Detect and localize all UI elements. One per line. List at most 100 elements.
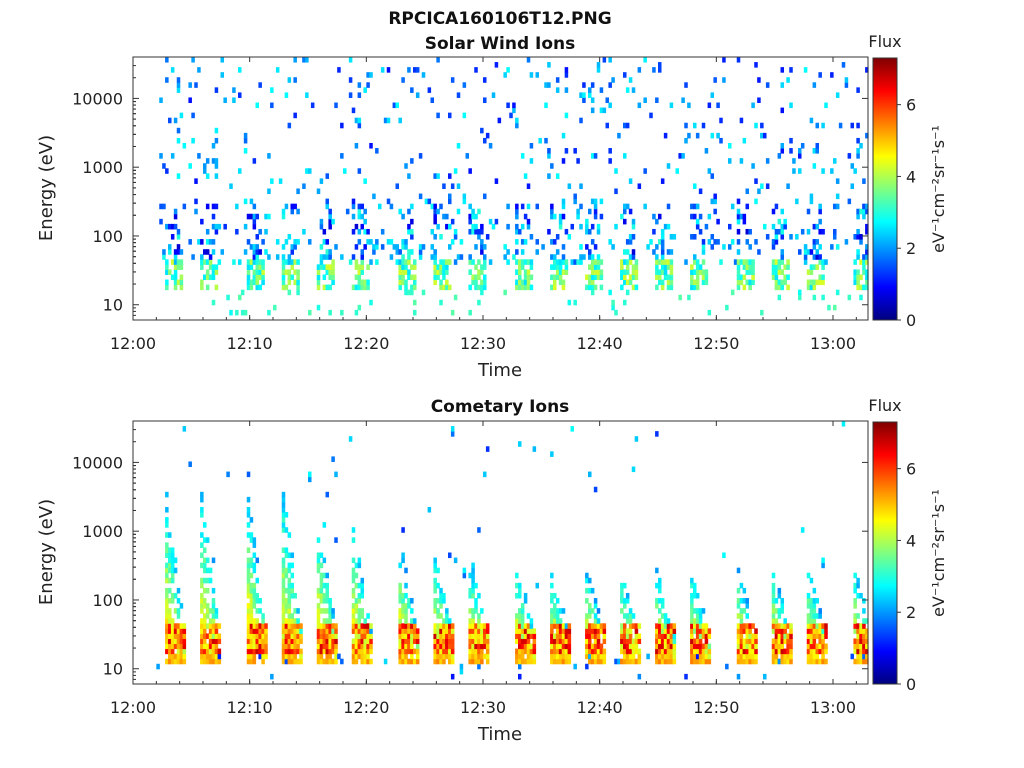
heatmap-cell bbox=[168, 638, 172, 645]
heatmap-cell bbox=[480, 289, 484, 296]
heatmap-cell bbox=[742, 623, 747, 629]
heatmap-cell bbox=[830, 244, 834, 250]
heatmap-cell bbox=[173, 264, 178, 270]
heatmap-cell bbox=[550, 598, 554, 604]
heatmap-cell bbox=[588, 471, 592, 478]
heatmap-cell bbox=[471, 228, 475, 235]
heatmap-cell bbox=[249, 279, 254, 286]
heatmap-cell bbox=[410, 264, 414, 270]
heatmap-cell bbox=[672, 638, 677, 645]
heatmap-cell bbox=[695, 274, 700, 281]
heatmap-cell bbox=[515, 279, 519, 286]
heatmap-cell bbox=[168, 643, 172, 650]
heatmap-cell bbox=[722, 77, 726, 83]
heatmap-cell bbox=[815, 122, 820, 129]
heatmap-cell bbox=[287, 279, 292, 286]
heatmap-cell bbox=[255, 633, 260, 639]
heatmap-cell bbox=[742, 213, 747, 220]
heatmap-cell bbox=[553, 608, 557, 614]
heatmap-cell bbox=[179, 653, 184, 660]
heatmap-cell bbox=[666, 623, 671, 629]
heatmap-cell bbox=[588, 264, 592, 270]
heatmap-cell bbox=[532, 658, 537, 665]
heatmap-cell bbox=[588, 608, 592, 614]
heatmap-cell bbox=[663, 623, 668, 629]
heatmap-cell bbox=[620, 628, 624, 634]
heatmap-cell bbox=[561, 633, 566, 639]
heatmap-cell bbox=[211, 239, 216, 245]
heatmap-cell bbox=[710, 198, 715, 205]
heatmap-cell bbox=[558, 279, 563, 286]
heatmap-cell bbox=[433, 249, 437, 255]
heatmap-cell bbox=[255, 628, 260, 634]
heatmap-cell bbox=[553, 213, 557, 220]
heatmap-cell bbox=[865, 633, 869, 639]
heatmap-cell bbox=[736, 218, 741, 225]
heatmap-cell bbox=[319, 653, 324, 660]
heatmap-cell bbox=[558, 648, 563, 655]
heatmap-cell bbox=[433, 638, 437, 645]
heatmap-cell bbox=[357, 638, 362, 645]
heatmap-cell bbox=[803, 249, 808, 255]
heatmap-cell bbox=[281, 592, 286, 599]
heatmap-cell bbox=[264, 648, 268, 655]
heatmap-cell bbox=[246, 608, 251, 614]
heatmap-cell bbox=[745, 239, 750, 245]
heatmap-cell bbox=[780, 259, 785, 265]
heatmap-cell bbox=[433, 562, 437, 569]
heatmap-cell bbox=[448, 633, 452, 639]
heatmap-cell bbox=[585, 223, 589, 230]
heatmap-cell bbox=[445, 264, 449, 270]
heatmap-cell bbox=[401, 213, 405, 220]
heatmap-cell bbox=[695, 608, 700, 614]
heatmap-cell bbox=[480, 228, 484, 235]
heatmap-cell bbox=[436, 567, 440, 574]
x-tick-label: 12:00 bbox=[110, 698, 156, 717]
heatmap-cell bbox=[538, 137, 542, 144]
heatmap-cell bbox=[518, 284, 522, 291]
heatmap-cell bbox=[433, 279, 437, 286]
heatmap-cell bbox=[290, 587, 295, 594]
heatmap-cell bbox=[812, 279, 817, 286]
heatmap-cell bbox=[165, 552, 169, 559]
heatmap-cell bbox=[168, 613, 172, 619]
heatmap-cell bbox=[246, 582, 251, 589]
heatmap-cell bbox=[786, 633, 790, 639]
heatmap-cell bbox=[328, 284, 332, 291]
x-tick-label: 12:30 bbox=[460, 698, 506, 717]
heatmap-cell bbox=[701, 628, 706, 634]
heatmap-cell bbox=[859, 643, 863, 650]
heatmap-cell bbox=[856, 613, 860, 619]
heatmap-cell bbox=[518, 587, 522, 594]
heatmap-cell bbox=[809, 193, 814, 200]
heatmap-cell bbox=[774, 628, 779, 634]
heatmap-cell bbox=[558, 274, 563, 281]
heatmap-cell bbox=[625, 598, 630, 604]
heatmap-cell bbox=[588, 279, 592, 286]
heatmap-cell bbox=[316, 587, 321, 594]
colorbar-tick-label: 4 bbox=[906, 531, 916, 550]
heatmap-cell bbox=[803, 244, 808, 250]
heatmap-cell bbox=[325, 491, 330, 498]
heatmap-cell bbox=[252, 269, 257, 275]
heatmap-cell bbox=[246, 557, 251, 564]
heatmap-cell bbox=[774, 239, 779, 245]
heatmap-cell bbox=[281, 633, 286, 639]
heatmap-cell bbox=[567, 234, 572, 240]
heatmap-cell bbox=[754, 643, 758, 650]
heatmap-cell bbox=[401, 239, 405, 245]
heatmap-cell bbox=[448, 223, 452, 230]
heatmap-cell bbox=[713, 239, 717, 245]
heatmap-cell bbox=[433, 208, 437, 215]
heatmap-cell bbox=[319, 259, 324, 265]
heatmap-cell bbox=[602, 623, 607, 629]
heatmap-cell bbox=[168, 532, 172, 538]
heatmap-cell bbox=[690, 608, 694, 614]
heatmap-cell bbox=[553, 653, 557, 660]
heatmap-cell bbox=[281, 598, 286, 604]
heatmap-cell bbox=[246, 567, 251, 574]
heatmap-cell bbox=[284, 239, 289, 245]
heatmap-cell bbox=[471, 572, 475, 579]
heatmap-cell bbox=[255, 557, 260, 564]
heatmap-cell bbox=[771, 587, 776, 594]
